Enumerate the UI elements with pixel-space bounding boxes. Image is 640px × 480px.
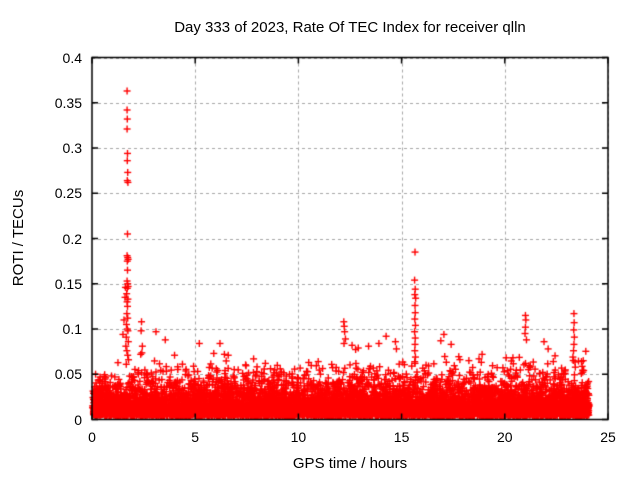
chart-title: Day 333 of 2023, Rate Of TEC Index for r… (174, 19, 526, 36)
x-tick-label: 10 (290, 429, 307, 445)
y-tick-label: 0.4 (62, 49, 82, 66)
y-tick-label: 0.3 (62, 140, 82, 156)
y-tick-label: 0.1 (62, 321, 82, 337)
x-tick-label: 15 (393, 429, 410, 445)
x-tick-label: 5 (191, 429, 200, 445)
x-tick-label: 20 (497, 429, 513, 445)
y-tick-label: 0.05 (54, 366, 82, 383)
y-tick-label: 0 (74, 411, 82, 428)
x-tick-label: 25 (600, 429, 616, 445)
x-tick-label: 0 (88, 429, 96, 445)
y-tick-label: 0.25 (54, 185, 82, 202)
y-tick-label: 0.15 (54, 275, 82, 292)
y-tick-label: 0.2 (62, 230, 82, 247)
x-axis-label: GPS time / hours (292, 455, 408, 472)
y-tick-label: 0.35 (54, 94, 82, 111)
